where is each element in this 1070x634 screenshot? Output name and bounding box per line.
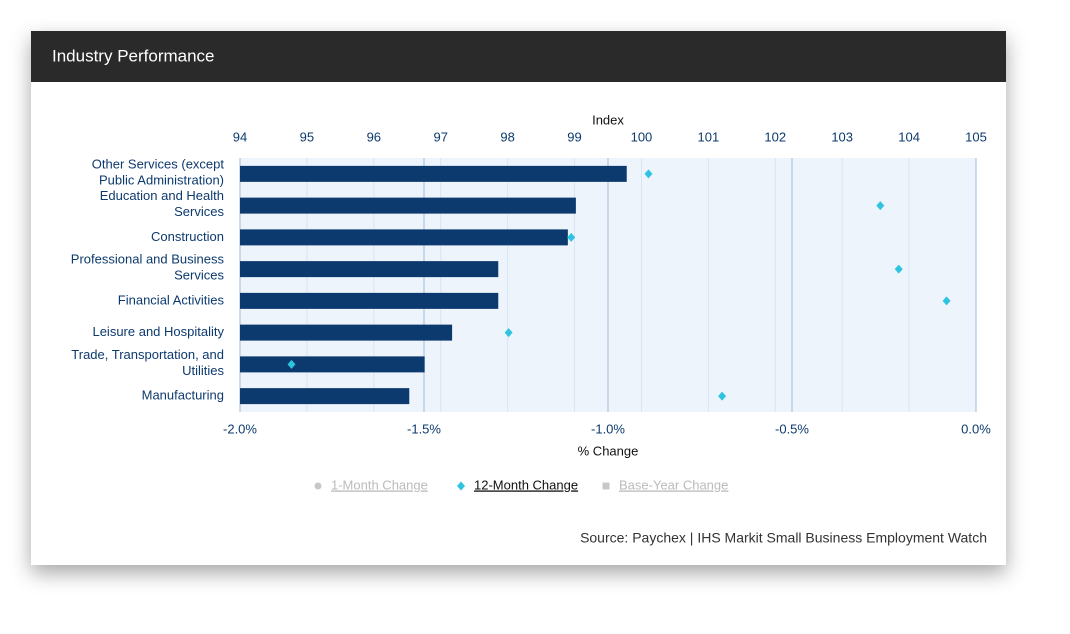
x-tick-label: -0.5% <box>775 421 809 436</box>
header-title: Industry Performance <box>52 46 215 65</box>
category-label: Trade, Transportation, and <box>71 347 224 362</box>
category-label: Professional and Business <box>71 252 225 267</box>
category-label: Manufacturing <box>142 388 224 403</box>
legend-marker <box>457 481 465 491</box>
category-label: Financial Activities <box>118 292 225 307</box>
legend-label[interactable]: Base-Year Change <box>619 477 728 492</box>
x2-tick-label: 96 <box>367 129 381 144</box>
bar <box>240 165 627 182</box>
bar <box>240 229 568 246</box>
x2-tick-label: 95 <box>300 129 314 144</box>
diamond-marker <box>942 296 951 306</box>
diamond-marker <box>894 264 903 274</box>
bar <box>240 388 410 405</box>
diamond-marker <box>876 201 885 211</box>
bar <box>240 261 499 278</box>
x2-tick-label: 100 <box>631 129 653 144</box>
category-label: Public Administration) <box>99 172 224 187</box>
bar <box>240 324 453 341</box>
bar <box>240 197 576 214</box>
category-label: Services <box>174 204 224 219</box>
legend-label[interactable]: 12-Month Change <box>474 477 578 492</box>
x-tick-label: -1.0% <box>591 421 625 436</box>
x2-axis-title: Index <box>592 112 624 127</box>
legend-label[interactable]: 1-Month Change <box>331 477 428 492</box>
bar <box>240 292 499 309</box>
category-label: Utilities <box>182 363 224 378</box>
x2-tick-label: 101 <box>698 129 720 144</box>
x2-tick-label: 102 <box>764 129 786 144</box>
x2-tick-label: 97 <box>433 129 447 144</box>
legend-item[interactable]: Base-Year Change <box>602 477 729 492</box>
category-label: Education and Health <box>100 188 224 203</box>
legend-marker <box>314 482 322 490</box>
category-label: Services <box>174 268 224 283</box>
legend-item[interactable]: 12-Month Change <box>457 477 578 492</box>
x-tick-label: 0.0% <box>961 421 991 436</box>
x2-tick-label: 98 <box>500 129 514 144</box>
diamond-marker <box>718 391 727 401</box>
x2-tick-label: 103 <box>831 129 853 144</box>
diamond-marker <box>504 328 513 338</box>
x-tick-label: -2.0% <box>223 421 257 436</box>
category-label: Leisure and Hospitality <box>92 324 224 339</box>
diamond-marker <box>567 232 576 242</box>
diamond-marker <box>287 359 296 369</box>
x-tick-label: -1.5% <box>407 421 441 436</box>
category-label: Construction <box>151 229 224 244</box>
header-bar <box>31 31 1006 82</box>
x2-tick-label: 104 <box>898 129 920 144</box>
bar <box>240 356 425 373</box>
x2-tick-label: 105 <box>965 129 987 144</box>
legend-item[interactable]: 1-Month Change <box>314 477 428 492</box>
category-label: Other Services (except <box>92 156 225 171</box>
x2-tick-label: 94 <box>233 129 247 144</box>
diamond-marker <box>644 169 653 179</box>
source: Source: Paychex | IHS Markit Small Busin… <box>580 530 987 546</box>
x2-tick-label: 99 <box>567 129 581 144</box>
x-axis-title: % Change <box>578 443 639 458</box>
legend-marker <box>602 482 610 490</box>
